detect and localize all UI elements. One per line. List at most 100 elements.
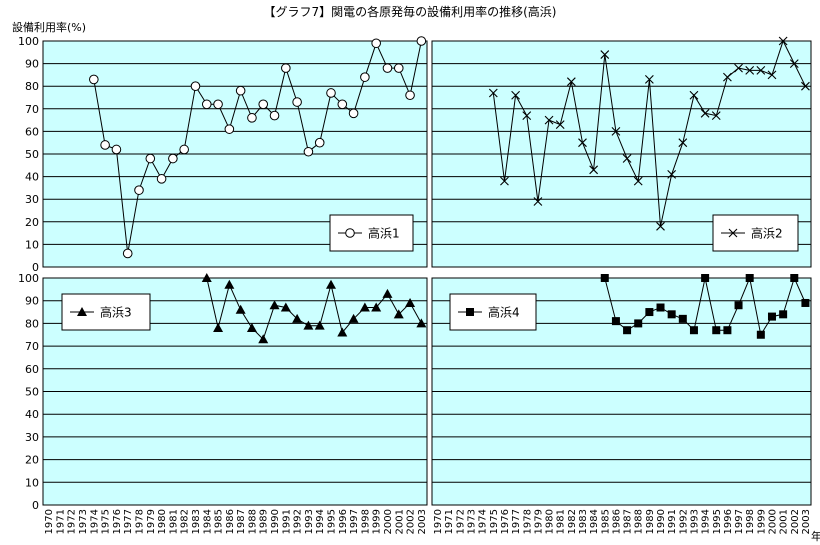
x-tick-label: 1981 (556, 509, 567, 534)
x-tick-label: 1978 (522, 509, 533, 534)
x-tick-label: 1987 (623, 509, 634, 534)
x-tick-label: 1974 (478, 509, 489, 534)
legend-marker (728, 228, 738, 238)
data-point (533, 197, 543, 206)
data-point (134, 185, 144, 195)
x-tick-label: 1998 (745, 509, 756, 534)
x-tick-label: 1975 (101, 509, 112, 534)
x-tick-label: 1993 (689, 509, 700, 534)
data-point (790, 274, 799, 282)
y-tick-label: 90 (25, 295, 39, 308)
x-tick-label: 1978 (135, 509, 146, 534)
data-point (337, 327, 348, 337)
data-point (258, 334, 269, 344)
data-point (667, 310, 676, 319)
x-tick-label: 1997 (349, 509, 360, 534)
x-tick-label: 1982 (567, 509, 578, 534)
x-tick-label: 2003 (417, 509, 428, 534)
x-tick-label: 1979 (533, 509, 544, 534)
legend: 高浜1 (329, 214, 414, 252)
x-tick-label: 1992 (678, 509, 689, 534)
y-tick-label: 0 (32, 499, 39, 512)
legend-marker (345, 228, 355, 238)
x-tick-label: 1998 (360, 509, 371, 534)
legend-label: 高浜2 (751, 226, 783, 241)
data-point (734, 301, 743, 310)
data-point (235, 85, 246, 96)
x-tick-label: 1977 (511, 509, 522, 534)
data-point (611, 127, 621, 136)
x-tick-label: 1970 (44, 509, 55, 534)
y-tick-label: 50 (25, 148, 39, 161)
data-point (801, 81, 810, 91)
x-tick-label: 1996 (723, 509, 734, 534)
x-tick-label: 1977 (123, 509, 134, 534)
x-tick-label: 2002 (790, 509, 801, 534)
data-point (700, 108, 710, 118)
data-point (644, 75, 654, 84)
data-point (488, 88, 498, 98)
y-tick-label: 10 (25, 238, 39, 251)
data-point (393, 309, 404, 319)
x-tick-label: 1971 (55, 509, 66, 534)
y-tick-label: 20 (25, 454, 39, 467)
data-point (544, 115, 554, 125)
data-point (201, 99, 212, 110)
data-point (734, 63, 743, 73)
y-tick-label: 30 (25, 431, 39, 444)
y-tick-label: 40 (25, 171, 39, 184)
data-point (100, 140, 110, 150)
x-tick-label: 1986 (611, 509, 622, 534)
data-point (522, 111, 532, 120)
panel-2: 高浜2 (431, 36, 812, 268)
x-tick-label: 1997 (734, 509, 745, 534)
data-point (145, 153, 156, 164)
data-point (779, 310, 788, 319)
x-tick-label: 2001 (779, 509, 790, 534)
y-tick-label: 100 (18, 35, 39, 48)
data-point (213, 322, 224, 332)
legend: 高浜3 (61, 293, 151, 331)
data-point (224, 124, 235, 134)
data-point (667, 169, 677, 179)
data-point (348, 108, 359, 119)
data-point (337, 99, 348, 110)
x-tick-label: 1991 (667, 509, 678, 534)
data-point (416, 36, 427, 46)
data-point (179, 144, 189, 155)
y-tick-label: 70 (25, 103, 39, 116)
data-point (314, 320, 325, 330)
data-point (190, 81, 201, 91)
data-point (756, 65, 766, 75)
legend-marker (77, 307, 87, 316)
data-point (314, 137, 325, 148)
data-point (405, 90, 415, 101)
x-tick-label: 1973 (467, 509, 478, 534)
x-tick-label: 1984 (202, 509, 213, 534)
data-point (767, 312, 776, 321)
x-tick-label: 1991 (281, 509, 292, 534)
y-tick-label: 70 (25, 340, 39, 353)
y-tick-label: 80 (25, 80, 39, 93)
x-tick-label: 1988 (247, 509, 258, 534)
x-tick-label: 1976 (112, 509, 123, 534)
data-point (382, 288, 393, 298)
data-point (555, 120, 565, 130)
data-point (258, 99, 269, 110)
data-point (224, 279, 235, 289)
x-tick-label: 1970 (433, 509, 444, 534)
x-tick-label: 1983 (191, 509, 202, 534)
series-line (93, 40, 422, 254)
data-point (611, 317, 620, 326)
data-point (689, 90, 699, 100)
data-point (745, 274, 754, 282)
data-point (723, 72, 732, 82)
data-point (689, 326, 698, 335)
x-tick-label: 1975 (489, 509, 500, 534)
data-point (656, 221, 665, 231)
data-point (566, 77, 576, 87)
data-point (360, 72, 370, 82)
data-point (801, 298, 810, 307)
x-tick-label: 2003 (801, 509, 812, 534)
